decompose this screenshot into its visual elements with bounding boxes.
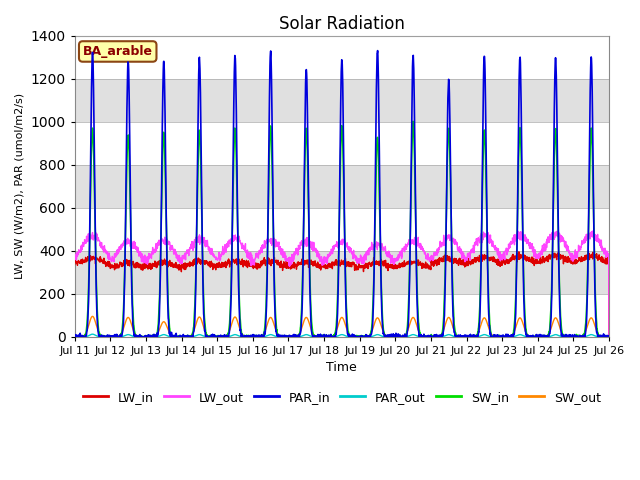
Bar [75, 251, 609, 294]
Bar [75, 208, 609, 251]
Bar [75, 122, 609, 165]
Bar [75, 36, 609, 79]
Legend: LW_in, LW_out, PAR_in, PAR_out, SW_in, SW_out: LW_in, LW_out, PAR_in, PAR_out, SW_in, S… [78, 386, 606, 408]
Bar [75, 79, 609, 122]
X-axis label: Time: Time [326, 361, 357, 374]
Y-axis label: LW, SW (W/m2), PAR (umol/m2/s): LW, SW (W/m2), PAR (umol/m2/s) [15, 93, 25, 279]
Title: Solar Radiation: Solar Radiation [279, 15, 404, 33]
Bar [75, 294, 609, 337]
Bar [75, 165, 609, 208]
Text: BA_arable: BA_arable [83, 45, 153, 58]
